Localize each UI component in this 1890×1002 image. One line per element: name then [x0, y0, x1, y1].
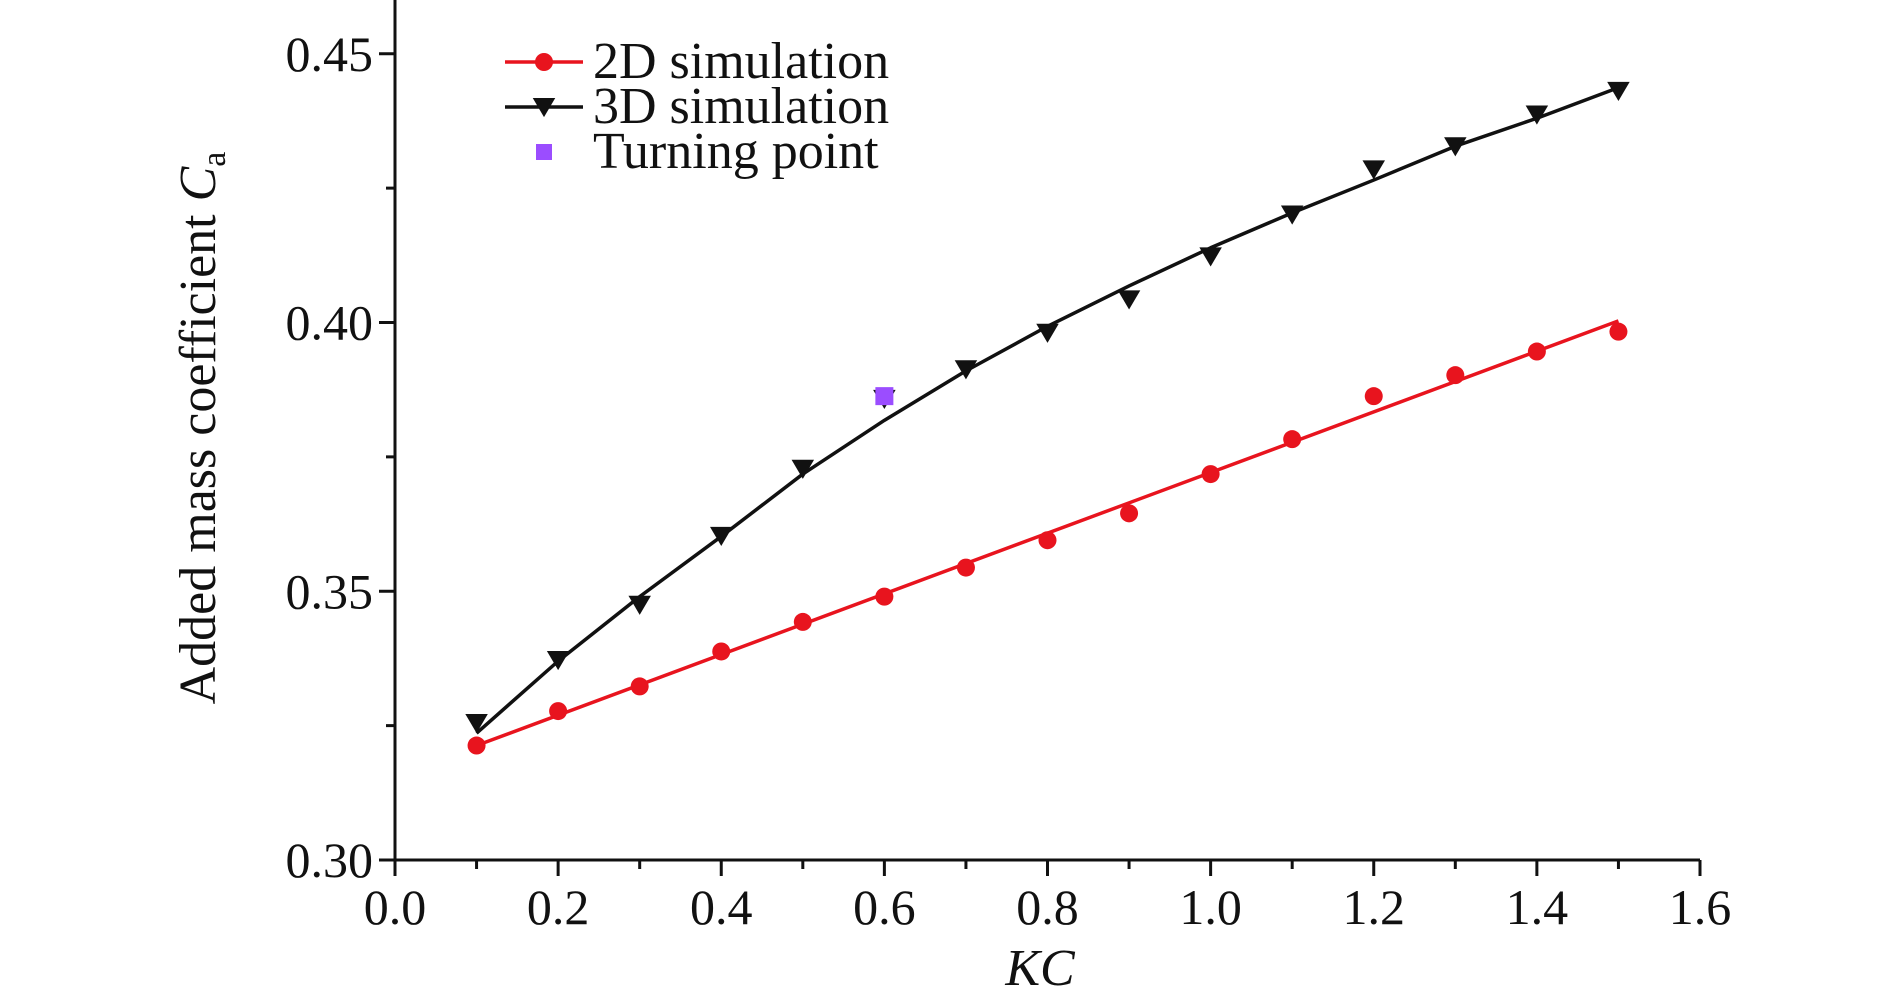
- legend-label: 2D simulation: [593, 33, 889, 90]
- y-tick-label: 0.30: [286, 832, 374, 888]
- x-tick-label: 1.0: [1179, 879, 1242, 935]
- data-point-series-2: [710, 526, 733, 547]
- legend-label: Turning point: [593, 123, 879, 180]
- x-tick-label: 0.0: [364, 879, 427, 935]
- data-point-series-1: [1201, 465, 1220, 484]
- data-point-series-1: [1446, 366, 1465, 385]
- data-point-series-1: [875, 587, 894, 606]
- data-point-series-2: [954, 360, 978, 380]
- legend-item-1: 2D simulation: [505, 33, 889, 90]
- data-point-series-1: [1527, 342, 1546, 361]
- data-point-series-1: [549, 702, 568, 721]
- legend-label: 3D simulation: [593, 78, 889, 135]
- data-point-series-1: [1038, 531, 1057, 550]
- data-point-series-1: [467, 736, 486, 755]
- legend-marker: [535, 53, 553, 71]
- data-point-series-1: [956, 558, 975, 577]
- data-point-series-2: [1280, 205, 1304, 225]
- fit-lines: [475, 85, 1620, 748]
- legend-item-2: 3D simulation: [505, 78, 889, 135]
- data-point-series-1: [712, 642, 731, 661]
- data-markers: [465, 81, 1630, 755]
- data-point-series-2: [1036, 323, 1059, 343]
- data-point-series-2: [546, 651, 570, 671]
- x-tick-label: 1.4: [1506, 879, 1569, 935]
- y-tick-label: 0.35: [286, 563, 374, 619]
- legend-marker: [536, 144, 552, 160]
- data-point-series-2: [1117, 290, 1141, 310]
- x-axis-ticks: 0.0 0.2 0.4 0.6 0.8 1.0 1.2 1.4 1.6: [364, 860, 1732, 935]
- data-point-series-1: [1609, 322, 1628, 341]
- data-point-series-1: [793, 612, 812, 631]
- legend-item-3: Turning point: [536, 123, 879, 180]
- x-tick-label: 0.6: [853, 879, 916, 935]
- data-point-series-1: [1364, 387, 1383, 406]
- data-point-series-1: [630, 677, 649, 696]
- x-tick-label: 0.8: [1016, 879, 1079, 935]
- data-point-series-2: [1525, 105, 1549, 125]
- data-point-series-1: [1120, 504, 1139, 523]
- y-tick-label: 0.40: [286, 295, 374, 351]
- data-point-series-2: [1444, 137, 1467, 157]
- x-tick-label: 0.2: [527, 879, 590, 935]
- x-tick-label: 1.2: [1343, 879, 1406, 935]
- data-point-series-2: [628, 595, 651, 615]
- data-point-series-2: [1199, 247, 1222, 267]
- data-point-series-2: [465, 713, 488, 734]
- x-tick-label: 0.4: [690, 879, 753, 935]
- y-axis-ticks: 0.30 0.35 0.40 0.45: [286, 26, 395, 888]
- data-point-series-1: [1283, 430, 1302, 449]
- data-point-series-2: [791, 459, 815, 479]
- x-axis-title: KC: [1004, 940, 1076, 997]
- y-axis-title-subscript: a: [196, 152, 233, 167]
- y-axis-title: Added mass coefficient Ca: [170, 152, 233, 705]
- fit-line-2: [475, 85, 1620, 735]
- data-point-series-3: [875, 387, 894, 406]
- y-axis-title-main: Added mass coefficient: [170, 201, 227, 704]
- data-point-series-2: [1607, 81, 1630, 101]
- y-tick-label: 0.45: [286, 26, 374, 82]
- y-axis-title-symbol: C: [170, 165, 227, 201]
- legend-marker: [532, 98, 556, 118]
- data-point-series-2: [1362, 160, 1385, 180]
- x-tick-label: 1.6: [1669, 879, 1732, 935]
